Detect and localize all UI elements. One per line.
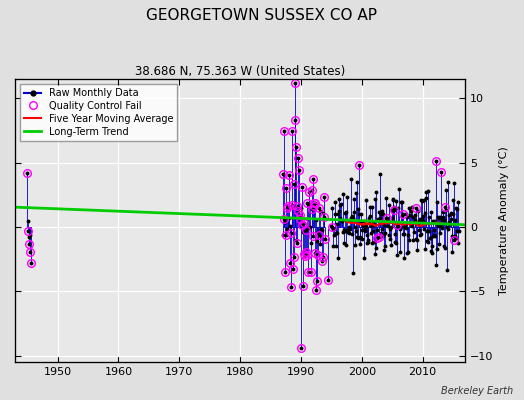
Y-axis label: Temperature Anomaly (°C): Temperature Anomaly (°C) [499,146,509,295]
Text: GEORGETOWN SUSSEX CO AP: GEORGETOWN SUSSEX CO AP [147,8,377,23]
Title: 38.686 N, 75.363 W (United States): 38.686 N, 75.363 W (United States) [135,65,345,78]
Text: Berkeley Earth: Berkeley Earth [441,386,514,396]
Legend: Raw Monthly Data, Quality Control Fail, Five Year Moving Average, Long-Term Tren: Raw Monthly Data, Quality Control Fail, … [20,84,178,140]
